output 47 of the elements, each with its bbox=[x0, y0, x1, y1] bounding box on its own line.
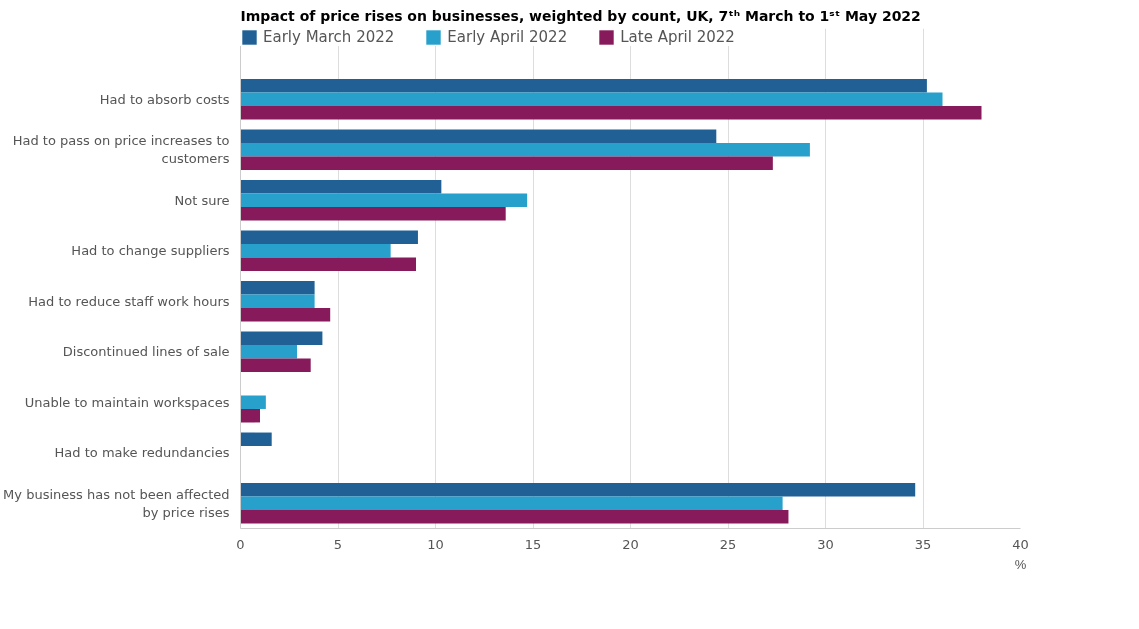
x-tick-label: 30 bbox=[817, 536, 834, 552]
y-tick-label: Discontinued lines of sale bbox=[62, 344, 230, 360]
bar bbox=[240, 509, 789, 524]
bar bbox=[240, 294, 315, 308]
bar bbox=[240, 483, 916, 497]
bar bbox=[240, 129, 717, 143]
bar bbox=[240, 206, 506, 221]
bar bbox=[240, 345, 298, 359]
bar bbox=[240, 142, 810, 157]
x-tick-label: 15 bbox=[524, 536, 542, 552]
x-tick-label: 35 bbox=[914, 536, 932, 552]
bar bbox=[240, 496, 783, 510]
bar bbox=[240, 281, 315, 295]
y-tick-label: My business has not been affected by price rises bbox=[3, 486, 230, 520]
y-tick-label: Had to pass on price increases to customers bbox=[12, 133, 230, 167]
x-tick-label: 0 bbox=[236, 536, 245, 552]
legend-label: Early April 2022 bbox=[447, 28, 568, 46]
x-tick-label: 5 bbox=[333, 536, 343, 552]
y-tick-label: Had to make redundancies bbox=[54, 445, 230, 461]
x-axis-title: % bbox=[1014, 556, 1027, 572]
y-tick-label: Had to absorb costs bbox=[99, 91, 230, 107]
y-tick-label: Not sure bbox=[174, 192, 230, 208]
bar bbox=[240, 193, 528, 207]
chart-title: Impact of price rises on businesses, weighted by count, UK, 7ᵗʰ March to 1ˢᵗ May 2022 bbox=[240, 7, 921, 24]
bar bbox=[240, 105, 982, 120]
bar bbox=[240, 79, 927, 93]
bar bbox=[240, 408, 260, 423]
bar bbox=[240, 180, 442, 194]
y-tick-label: Unable to maintain workspaces bbox=[24, 394, 230, 410]
x-tick-label: 25 bbox=[719, 536, 737, 552]
bar bbox=[240, 257, 416, 271]
bar bbox=[240, 307, 331, 322]
bar bbox=[240, 156, 773, 170]
legend-label: Late April 2022 bbox=[620, 28, 735, 46]
x-tick-label: 20 bbox=[622, 536, 639, 552]
y-tick-label: Had to reduce staff work hours bbox=[28, 293, 230, 309]
y-tick-label: Had to change suppliers bbox=[71, 243, 230, 259]
bar bbox=[240, 92, 943, 106]
x-tick-label: 40 bbox=[1012, 536, 1029, 552]
x-tick-label: 10 bbox=[427, 536, 444, 552]
bar bbox=[240, 432, 272, 447]
bar bbox=[240, 395, 266, 409]
legend-label: Early March 2022 bbox=[263, 28, 395, 46]
bar bbox=[240, 331, 323, 345]
bar bbox=[240, 243, 391, 258]
bar bbox=[240, 230, 418, 244]
bar bbox=[240, 358, 311, 372]
